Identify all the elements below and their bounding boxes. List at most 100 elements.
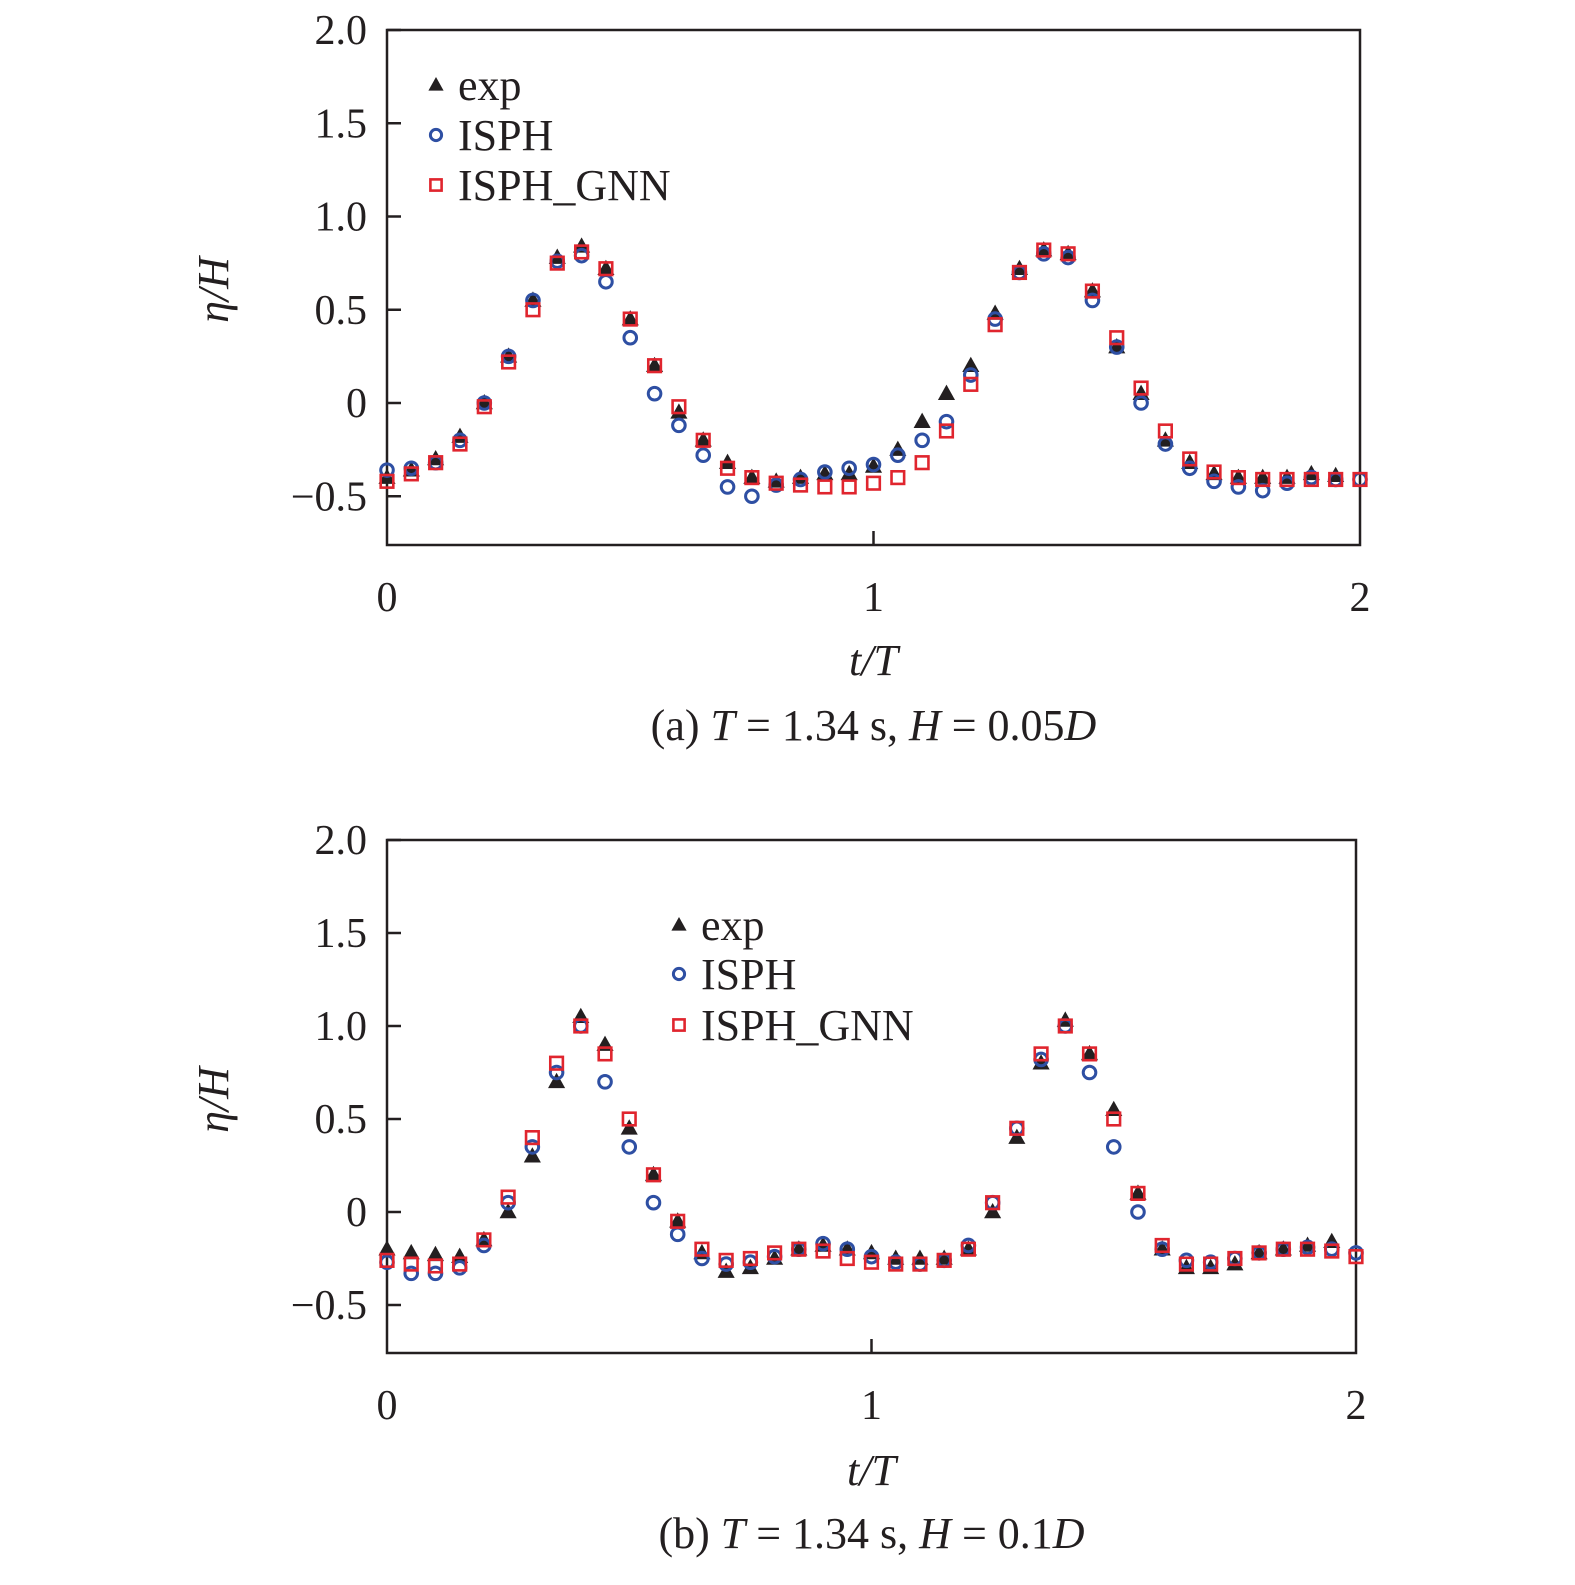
data-point-exp (741, 1258, 759, 1275)
data-point-isph (694, 1250, 710, 1267)
caption-part: D (1052, 1509, 1085, 1558)
caption-part: D (1064, 701, 1097, 750)
data-point-isph_gnn (1328, 471, 1344, 488)
data-point-isph_gnn (1279, 471, 1295, 488)
data-point-isph_gnn (524, 1130, 540, 1146)
data-point-isph_gnn (865, 475, 882, 491)
data-point-exp (1080, 1044, 1099, 1061)
data-point-isph (695, 447, 712, 464)
legend-label: ISPH_GNN (701, 1001, 914, 1050)
data-point-isph_gnn (938, 423, 955, 439)
data-point-isph_gnn (936, 1252, 952, 1268)
data-point-isph_gnn (1275, 1241, 1291, 1257)
data-point-isph (938, 413, 955, 430)
data-point-isph_gnn (987, 317, 1003, 333)
data-point-isph_gnn (1299, 1241, 1316, 1257)
caption-part: (b) (658, 1509, 720, 1558)
x-tick-label: 1 (861, 1383, 882, 1429)
data-point-isph_gnn (1251, 1245, 1267, 1261)
data-point-isph (403, 1265, 420, 1282)
data-point-exp (984, 1203, 1002, 1219)
caption-part: T (711, 701, 739, 750)
y-tick-label: 1.0 (315, 1004, 368, 1050)
data-point-isph_gnn (549, 255, 565, 271)
data-point-isph (841, 460, 857, 477)
data-point-isph_gnn (1109, 330, 1125, 346)
caption-part: H (918, 1509, 953, 1558)
data-point-isph_gnn (841, 479, 857, 495)
caption-part: (a) (651, 701, 711, 750)
y-tick-label: 0.5 (315, 288, 368, 334)
caption-part: T (721, 1509, 749, 1558)
data-point-exp (694, 431, 712, 447)
data-point-isph (622, 329, 639, 346)
series-isph (379, 1018, 1364, 1282)
data-point-isph_gnn (792, 477, 809, 493)
data-point-isph (548, 1064, 565, 1081)
data-point-isph_gnn (1182, 451, 1198, 467)
series-isph_gnn (379, 242, 1368, 495)
data-point-isph (451, 1260, 468, 1276)
data-point-isph_gnn (501, 354, 517, 370)
data-point-exp (597, 259, 615, 276)
x-tick-label: 0 (377, 575, 398, 621)
data-point-exp (791, 468, 810, 484)
y-tick-label: 0 (346, 1190, 367, 1236)
data-point-exp (1129, 1184, 1147, 1200)
data-point-isph_gnn (1133, 380, 1149, 396)
data-point-isph_gnn (525, 302, 541, 318)
x-tick-label: 1 (863, 575, 884, 621)
data-point-isph (839, 1241, 856, 1257)
legend-marker-exp (671, 917, 687, 931)
data-point-isph_gnn (452, 436, 468, 452)
data-point-isph (1084, 292, 1101, 309)
data-point-isph_gnn (963, 376, 979, 392)
data-point-exp (1008, 1128, 1026, 1144)
y-tick-label: 0 (346, 381, 367, 427)
data-point-isph_gnn (1227, 1250, 1243, 1267)
data-point-isph_gnn (1060, 246, 1076, 262)
data-point-isph (1133, 395, 1149, 411)
data-point-isph_gnn (1352, 471, 1368, 488)
data-point-isph_gnn (1255, 471, 1271, 488)
legend-label: ISPH (458, 111, 553, 160)
data-point-isph (1081, 1064, 1098, 1081)
legend-label: ISPH (701, 950, 796, 999)
data-point-isph_gnn (379, 473, 395, 489)
data-point-isph_gnn (1154, 1237, 1170, 1254)
data-point-isph_gnn (1303, 471, 1319, 488)
data-point-exp (669, 1212, 687, 1228)
data-point-isph_gnn (1157, 423, 1173, 439)
data-point-isph_gnn (914, 455, 930, 471)
data-point-exp (451, 1247, 469, 1263)
data-point-exp (402, 1243, 420, 1260)
y-tick-label: 1.0 (315, 195, 368, 241)
data-point-isph_gnn (427, 1258, 444, 1274)
data-point-exp (1229, 468, 1247, 484)
data-point-isph_gnn (890, 469, 906, 486)
data-point-exp (644, 1165, 663, 1182)
data-point-exp (670, 403, 688, 419)
data-point-isph_gnn (646, 358, 663, 374)
data-point-exp (378, 1240, 396, 1256)
x-axis-label: t/T (849, 636, 901, 685)
y-tick-label: −0.5 (291, 474, 367, 520)
data-point-isph (669, 1226, 686, 1243)
data-point-isph_gnn (863, 1254, 880, 1270)
data-point-exp (548, 1072, 566, 1089)
data-point-exp (426, 1245, 444, 1262)
data-point-isph_gnn (379, 1252, 395, 1268)
data-point-isph_gnn (1348, 1249, 1364, 1265)
data-point-isph_gnn (476, 1232, 492, 1248)
data-point-exp (523, 1147, 541, 1163)
x-axis-label: t/T (847, 1446, 899, 1495)
data-point-isph (865, 456, 882, 473)
data-point-isph_gnn (573, 244, 590, 260)
data-point-exp (620, 1119, 638, 1135)
data-point-exp (621, 310, 639, 326)
data-point-exp (646, 356, 664, 372)
data-point-isph_gnn (817, 479, 833, 495)
data-point-isph_gnn (597, 1046, 613, 1062)
data-point-isph_gnn (1011, 264, 1028, 281)
